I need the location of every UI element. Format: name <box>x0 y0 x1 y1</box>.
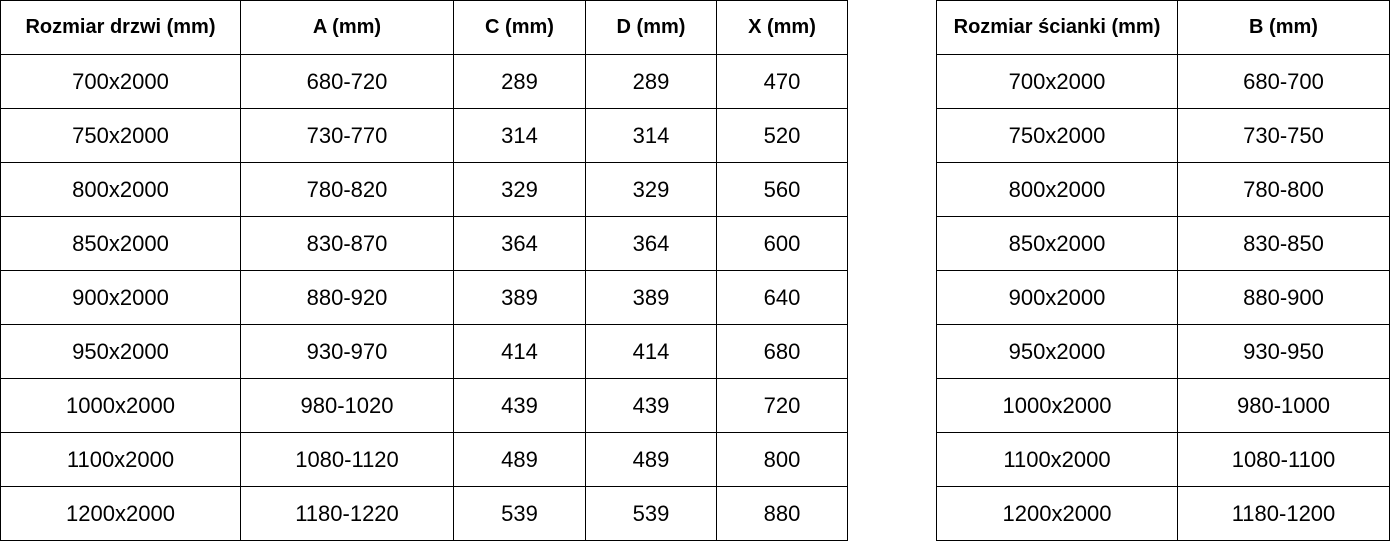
column-header: A (mm) <box>240 0 454 55</box>
table-cell: 950x2000 <box>936 324 1178 379</box>
table-cell: 720 <box>716 378 848 433</box>
table-cell: 439 <box>585 378 717 433</box>
table-cell: 364 <box>585 216 717 271</box>
column-header: C (mm) <box>453 0 586 55</box>
table-cell: 980-1020 <box>240 378 454 433</box>
table-row: 800x2000 780-820 329 329 560 <box>0 162 848 217</box>
table-cell: 289 <box>585 54 717 109</box>
table-row: 1100x2000 1080-1100 <box>936 432 1390 487</box>
table-cell: 780-820 <box>240 162 454 217</box>
table-cell: 289 <box>453 54 586 109</box>
table-cell: 389 <box>453 270 586 325</box>
table-cell: 880-900 <box>1177 270 1390 325</box>
table-cell: 680-700 <box>1177 54 1390 109</box>
table-row: 900x2000 880-900 <box>936 270 1390 325</box>
door-size-table: Rozmiar drzwi (mm) A (mm) C (mm) D (mm) X (m… <box>0 0 848 541</box>
table-cell: 900x2000 <box>936 270 1178 325</box>
wall-size-table: Rozmiar ścianki (mm) B (mm) 700x2000 680-7… <box>936 0 1390 541</box>
table-cell: 489 <box>585 432 717 487</box>
table-cell: 700x2000 <box>0 54 241 109</box>
table-cell: 730-770 <box>240 108 454 163</box>
table-cell: 1100x2000 <box>936 432 1178 487</box>
table-cell: 539 <box>453 486 586 541</box>
column-header: B (mm) <box>1177 0 1390 55</box>
table-cell: 930-970 <box>240 324 454 379</box>
table-cell: 1200x2000 <box>0 486 241 541</box>
table-cell: 364 <box>453 216 586 271</box>
table-row: 1000x2000 980-1000 <box>936 378 1390 433</box>
table-cell: 900x2000 <box>0 270 241 325</box>
table-cell: 850x2000 <box>0 216 241 271</box>
table-cell: 1180-1220 <box>240 486 454 541</box>
table-row: 1100x2000 1080-1120 489 489 800 <box>0 432 848 487</box>
table-row: 850x2000 830-850 <box>936 216 1390 271</box>
table-cell: 800x2000 <box>0 162 241 217</box>
table-cell: 414 <box>585 324 717 379</box>
table-row: 700x2000 680-720 289 289 470 <box>0 54 848 109</box>
table-cell: 830-870 <box>240 216 454 271</box>
table-cell: 1000x2000 <box>936 378 1178 433</box>
table-cell: 389 <box>585 270 717 325</box>
table-row: 750x2000 730-750 <box>936 108 1390 163</box>
table-cell: 850x2000 <box>936 216 1178 271</box>
table-cell: 1080-1120 <box>240 432 454 487</box>
table-row: 800x2000 780-800 <box>936 162 1390 217</box>
table-cell: 439 <box>453 378 586 433</box>
column-header: X (mm) <box>716 0 848 55</box>
table-cell: 640 <box>716 270 848 325</box>
table-cell: 314 <box>453 108 586 163</box>
table-cell: 930-950 <box>1177 324 1390 379</box>
table-cell: 314 <box>585 108 717 163</box>
table-cell: 880 <box>716 486 848 541</box>
table-cell: 1200x2000 <box>936 486 1178 541</box>
column-header: D (mm) <box>585 0 717 55</box>
table-cell: 1000x2000 <box>0 378 241 433</box>
table-cell: 329 <box>585 162 717 217</box>
table-cell: 470 <box>716 54 848 109</box>
table-row: 700x2000 680-700 <box>936 54 1390 109</box>
column-header: Rozmiar ścianki (mm) <box>936 0 1178 55</box>
table-cell: 560 <box>716 162 848 217</box>
table-row: 1200x2000 1180-1220 539 539 880 <box>0 486 848 541</box>
table-cell: 1180-1200 <box>1177 486 1390 541</box>
column-header: Rozmiar drzwi (mm) <box>0 0 241 55</box>
table-row: 900x2000 880-920 389 389 640 <box>0 270 848 325</box>
table-cell: 980-1000 <box>1177 378 1390 433</box>
table-cell: 539 <box>585 486 717 541</box>
table-cell: 700x2000 <box>936 54 1178 109</box>
table-cell: 730-750 <box>1177 108 1390 163</box>
table-cell: 780-800 <box>1177 162 1390 217</box>
table-row: 750x2000 730-770 314 314 520 <box>0 108 848 163</box>
table-row: 850x2000 830-870 364 364 600 <box>0 216 848 271</box>
table-cell: 950x2000 <box>0 324 241 379</box>
table-cell: 680 <box>716 324 848 379</box>
table-cell: 750x2000 <box>0 108 241 163</box>
header-row: Rozmiar drzwi (mm) A (mm) C (mm) D (mm) X (m… <box>0 0 848 55</box>
table-cell: 489 <box>453 432 586 487</box>
table-row: 1200x2000 1180-1200 <box>936 486 1390 541</box>
table-row: 950x2000 930-950 <box>936 324 1390 379</box>
table-cell: 329 <box>453 162 586 217</box>
table-cell: 800 <box>716 432 848 487</box>
table-cell: 680-720 <box>240 54 454 109</box>
table-cell: 880-920 <box>240 270 454 325</box>
table-cell: 600 <box>716 216 848 271</box>
table-cell: 414 <box>453 324 586 379</box>
table-cell: 750x2000 <box>936 108 1178 163</box>
table-cell: 830-850 <box>1177 216 1390 271</box>
table-cell: 800x2000 <box>936 162 1178 217</box>
table-cell: 1100x2000 <box>0 432 241 487</box>
table-cell: 520 <box>716 108 848 163</box>
header-row: Rozmiar ścianki (mm) B (mm) <box>936 0 1390 55</box>
table-cell: 1080-1100 <box>1177 432 1390 487</box>
table-row: 1000x2000 980-1020 439 439 720 <box>0 378 848 433</box>
table-row: 950x2000 930-970 414 414 680 <box>0 324 848 379</box>
